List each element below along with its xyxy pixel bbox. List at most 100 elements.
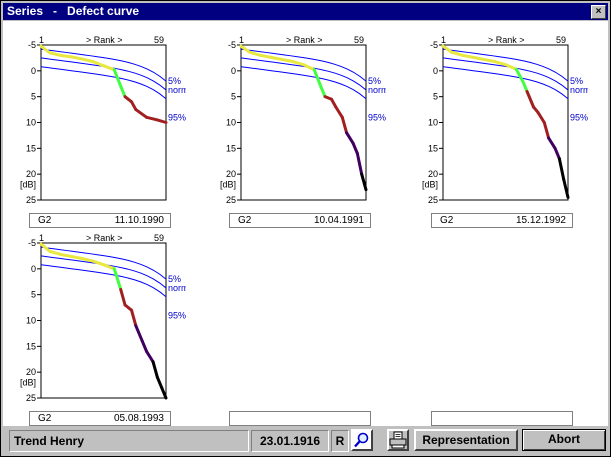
x-end-label: 59 [154,233,164,243]
defect-curve-segment [441,44,454,54]
eye-indicator-text: R [335,434,345,448]
band-normal [442,57,569,91]
defect-curve-segment [471,55,486,61]
y-tick-label: 15 [26,341,36,351]
defect-curve-segment [351,141,359,155]
y-unit-label: [dB] [20,180,36,190]
defect-curve-segment [450,50,464,57]
y-tick-label: 20 [226,169,236,179]
band-5-percent [40,246,167,280]
panel-date-label: 15.12.1992 [515,215,566,226]
y-tick-label: 20 [26,169,36,179]
panel-info-bar: G2 15.12.1992 [431,213,573,228]
y-tick-label: 0 [31,66,36,76]
print-button[interactable] [387,429,409,451]
band-5-label: 5% [168,274,181,284]
panel-info-bar [431,411,573,426]
defect-curve-segment [280,57,295,64]
panel-info-bar: G2 11.10.1990 [29,213,171,228]
defect-curve-segment [525,90,536,109]
abort-button[interactable]: Abort [522,429,606,451]
panel-eye-label: G2 [38,215,52,226]
defect-curve-segment [48,249,62,256]
title-bar: Series - Defect curve × [3,3,608,20]
band-normal-label: normal [368,85,386,95]
representation-button[interactable]: Representation [414,429,518,451]
band-5-label: 5% [368,76,381,86]
defect-curve-segment [102,64,116,72]
defect-curve-segment [69,254,84,260]
defect-curve-segment [151,360,159,379]
band-5-percent [40,48,167,82]
defect-curve-segment [102,263,116,271]
defect-curve-segment [155,375,164,390]
y-tick-label: 20 [428,169,438,179]
defect-chart [211,231,386,409]
x-end-label: 59 [556,35,566,45]
printer-icon [389,431,407,449]
band-normal-label: normal [570,85,588,95]
y-tick-label: 0 [31,264,36,274]
y-tick-label: 10 [428,118,438,128]
band-normal-label: normal [168,283,186,293]
defect-curve-segment [160,386,168,400]
panel-info-bar: G2 10.04.1991 [229,213,371,228]
plot-frame [240,44,367,201]
patient-name: Trend Henry [9,430,249,452]
y-tick-label: 15 [428,143,438,153]
defect-chart [413,231,588,409]
y-tick-label: -5 [28,40,36,50]
defect-curve-segment [48,51,62,57]
x-start-label: 1 [239,35,244,45]
band-95-percent [442,66,569,100]
rank-label: > Rank > [86,35,123,45]
defect-curve-segment [340,115,349,135]
y-tick-label: -5 [228,40,236,50]
y-tick-label: 25 [428,195,438,205]
chart-area: 1> Rank >59-50510152025[dB]5%normal95%G2… [3,21,608,426]
band-normal-label: normal [168,85,186,95]
chart-panel-2: 1 > Rank > 59 -5 0 5 10 15 20 25 [dB] 5%normal 95% G2… [211,33,386,228]
defect-curve-segment [145,350,155,364]
band-95-percent [40,66,167,100]
defect-curve-segment [269,55,284,61]
x-end-label: 59 [354,35,364,45]
panel-eye-label: G2 [440,215,454,226]
defect-curve-segment [291,60,305,67]
defect-curve-segment [460,53,475,59]
defect-chart: 1 > Rank > 59 -5 0 5 10 15 20 25 [dB] 5%normal 95% [20,233,186,403]
band-95-label: 95% [168,311,186,321]
chart-panel-4: 1 > Rank > 59 -5 0 5 10 15 20 25 [dB] 5%normal 95% G2… [11,231,186,426]
close-button[interactable]: × [591,5,606,19]
band-5-percent [442,48,569,82]
band-5-label: 5% [570,76,583,86]
x-start-label: 1 [39,233,44,243]
y-tick-label: 5 [231,92,236,102]
y-unit-label: [dB] [220,180,236,190]
y-tick-label: 5 [433,92,438,102]
defect-curve-segment [553,146,561,161]
y-tick-label: 25 [226,195,236,205]
defect-curve-segment [134,324,144,343]
defect-curve-segment [334,105,344,119]
birth-date-text: 23.01.1916 [259,434,321,448]
defect-curve-segment [557,157,566,181]
magnifier-icon [353,431,371,449]
y-tick-label: 5 [31,92,36,102]
defect-curve-segment [562,177,570,199]
defect-chart: 1 > Rank > 59 -5 0 5 10 15 20 25 [dB] 5%normal 95% [20,35,186,205]
magnify-button[interactable] [351,429,373,451]
defect-curve-segment [239,44,252,54]
y-tick-label: 25 [26,393,36,403]
plot-frame [442,44,569,201]
rank-label: > Rank > [488,35,525,45]
y-tick-label: -5 [28,238,36,248]
panel-eye-label: G2 [38,413,52,424]
x-start-label: 1 [39,35,44,45]
defect-curve-segment [80,257,95,263]
status-bar: Trend Henry 23.01.1916 R Representation [3,428,608,454]
defect-curve-segment [521,79,529,93]
y-tick-label: 20 [26,367,36,377]
defect-curve-segment [312,68,323,88]
